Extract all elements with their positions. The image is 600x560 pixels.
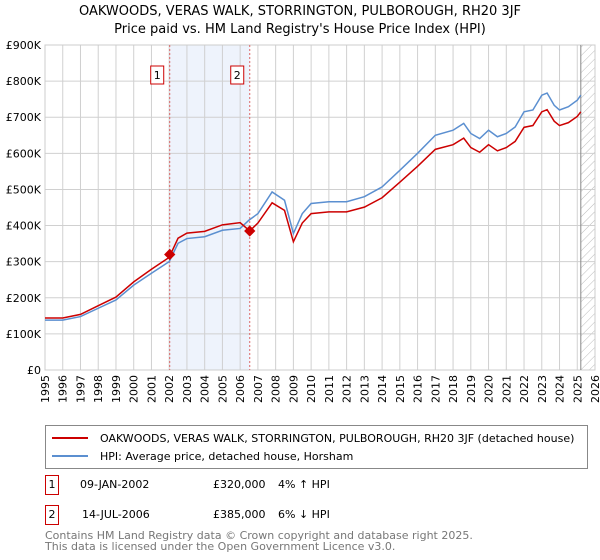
footer: Contains HM Land Registry data © Crown c… [45,530,473,552]
x-tick-label: 2006 [234,375,247,403]
x-tick-label: 1999 [110,375,123,403]
sale-point [164,248,176,261]
y-tick-label: £600K [6,147,42,160]
ownership-shade [169,45,250,370]
x-tick-label: 2024 [554,375,567,403]
x-tick-label: 1997 [74,375,87,403]
sale-label: 2 [234,69,241,82]
transaction-hpi: 4% ↑ HPI [278,478,330,491]
plot-border [44,44,596,371]
x-tick-label: 2004 [199,375,212,403]
x-tick-label: 2016 [412,375,425,403]
x-tick-label: 2013 [358,375,371,403]
legend-swatch-blue [52,455,88,457]
x-tick-label: 2014 [376,375,389,403]
x-tick-label: 2025 [571,375,584,403]
legend-swatch-red [52,437,88,439]
plot-area: 1995 1996 1997 1998 1999 2000 2001 2002 2003 2004… [6,39,600,403]
y-tick-label: £300K [6,256,42,269]
transaction-price: £385,000 [213,508,266,521]
marker-badge: 1 [45,475,59,495]
y-tick-label: £400K [6,220,42,233]
y-tick-label: £100K [6,328,42,341]
x-tick-label: 2015 [394,375,407,403]
sale-label-box [150,65,165,85]
x-tick-label: 2003 [181,375,194,403]
x-tick-label: 2020 [483,375,496,403]
chart-subtitle: Price paid vs. HM Land Registry's House … [114,22,486,37]
transaction-date: 09-JAN-2002 [80,478,150,491]
legend-label: HPI: Average price, detached house, Hors… [100,449,354,463]
hpi-line [45,92,582,321]
y-tick-label: £700K [6,111,42,124]
legend-item-property: OAKWOODS, VERAS WALK, STORRINGTON, PULBO… [52,430,574,446]
transaction-hpi: 6% ↓ HPI [278,508,330,521]
property-price-line [45,108,582,319]
sale-label: 1 [154,69,161,82]
x-tick-label: 2009 [287,375,300,403]
x-tick-label: 2008 [270,375,283,403]
footer-line: Contains HM Land Registry data © Crown c… [45,529,473,542]
x-tick-label: 2002 [163,375,176,403]
x-tick-label: 2005 [216,375,229,403]
x-tick-label: 2017 [429,375,442,403]
legend-item-hpi: HPI: Average price, detached house, Hors… [52,448,353,464]
footer-line: This data is licensed under the Open Gov… [45,540,396,553]
x-tick-label: 1998 [92,375,105,403]
x-tick-label: 1996 [57,375,70,403]
x-tick-label: 2000 [128,375,141,403]
y-tick-label: £200K [6,292,42,305]
legend: OAKWOODS, VERAS WALK, STORRINGTON, PULBO… [45,425,588,469]
y-tick-label: £500K [6,183,42,196]
x-tick-label: 2012 [341,375,354,403]
sale-label-box [230,65,245,85]
transaction-price: £320,000 [213,478,266,491]
x-tick-label: 2011 [323,375,336,403]
marker-badge: 2 [45,505,59,525]
chart-title: OAKWOODS, VERAS WALK, STORRINGTON, PULBO… [78,4,522,19]
x-tick-label: 2022 [518,375,531,403]
sale-point [244,225,256,237]
x-tick-label: 2018 [447,375,460,403]
x-tick-label: 2010 [305,375,318,403]
x-tick-label: 2023 [536,375,549,403]
y-tick-label: £900K [6,39,42,52]
y-tick-label: £0 [27,364,41,377]
x-tick-label: 2019 [465,375,478,403]
forecast-hatch [580,45,595,370]
x-tick-label: 2021 [500,375,513,403]
x-tick-label: 2007 [252,375,265,403]
x-tick-label: 2026 [589,375,600,403]
legend-label: OAKWOODS, VERAS WALK, STORRINGTON, PULBO… [100,431,575,445]
y-tick-label: £800K [6,75,42,88]
x-tick-label: 2001 [145,375,158,403]
transaction-date: 14-JUL-2006 [82,508,150,521]
x-tick-label: 1995 [39,375,52,403]
